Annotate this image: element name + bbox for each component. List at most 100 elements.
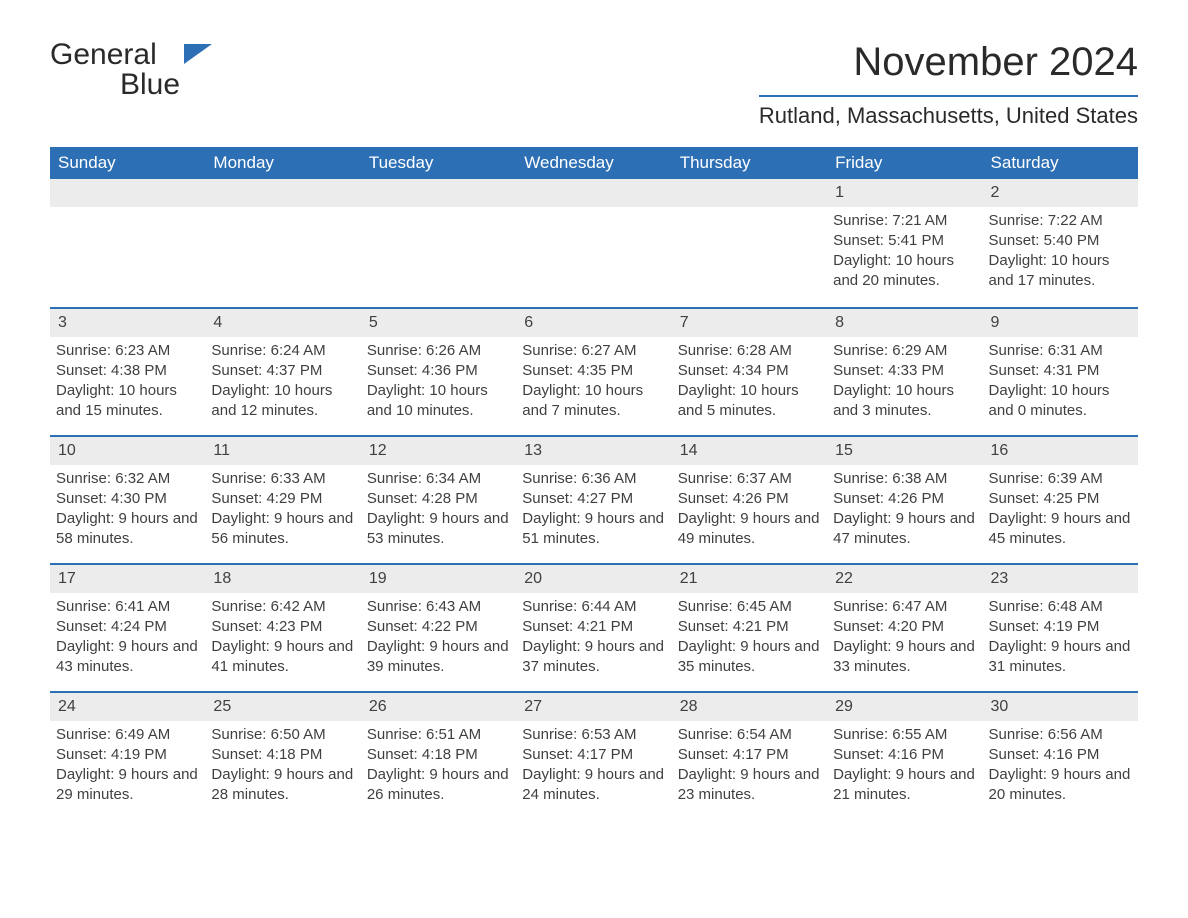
day-number: 15: [827, 437, 982, 465]
sunset-line: Sunset: 4:21 PM: [522, 617, 665, 637]
day-number: 16: [983, 437, 1138, 465]
sunrise-line: Sunrise: 6:44 AM: [522, 597, 665, 617]
sunset-line: Sunset: 4:19 PM: [989, 617, 1132, 637]
day-cell: 10Sunrise: 6:32 AMSunset: 4:30 PMDayligh…: [50, 437, 205, 563]
sunset-line: Sunset: 4:17 PM: [678, 745, 821, 765]
day-cell: [516, 179, 671, 307]
day-cell: 27Sunrise: 6:53 AMSunset: 4:17 PMDayligh…: [516, 693, 671, 819]
day-cell: [361, 179, 516, 307]
day-cell: 21Sunrise: 6:45 AMSunset: 4:21 PMDayligh…: [672, 565, 827, 691]
sunrise-line: Sunrise: 6:41 AM: [56, 597, 199, 617]
sunset-line: Sunset: 4:31 PM: [989, 361, 1132, 381]
sunrise-line: Sunrise: 7:21 AM: [833, 211, 976, 231]
daylight-line: Daylight: 9 hours and 43 minutes.: [56, 637, 199, 678]
day-cell: 14Sunrise: 6:37 AMSunset: 4:26 PMDayligh…: [672, 437, 827, 563]
day-number: 18: [205, 565, 360, 593]
daylight-line: Daylight: 9 hours and 29 minutes.: [56, 765, 199, 806]
brand-logo: General Blue: [50, 40, 212, 100]
sunrise-line: Sunrise: 6:50 AM: [211, 725, 354, 745]
sunrise-line: Sunrise: 6:29 AM: [833, 341, 976, 361]
day-cell: [672, 179, 827, 307]
day-cell: 20 Sunrise: 6:44 AMSunset: 4:21 PMDayligh…: [516, 565, 671, 691]
day-number: 3: [50, 309, 205, 337]
day-cell: 25Sunrise: 6:50 AMSunset: 4:18 PMDayligh…: [205, 693, 360, 819]
sunset-line: Sunset: 4:27 PM: [522, 489, 665, 509]
day-cell: 28Sunrise: 6:54 AMSunset: 4:17 PMDayligh…: [672, 693, 827, 819]
sunset-line: Sunset: 4:38 PM: [56, 361, 199, 381]
dow-cell: Thursday: [672, 147, 827, 179]
day-number: 7: [672, 309, 827, 337]
day-number: [361, 179, 516, 207]
daylight-line: Daylight: 9 hours and 47 minutes.: [833, 509, 976, 550]
week-row: 10Sunrise: 6:32 AMSunset: 4:30 PMDayligh…: [50, 435, 1138, 563]
day-cell: [50, 179, 205, 307]
sunrise-line: Sunrise: 6:26 AM: [367, 341, 510, 361]
dow-cell: Monday: [205, 147, 360, 179]
day-cell: 22Sunrise: 6:47 AMSunset: 4:20 PMDayligh…: [827, 565, 982, 691]
day-cell: 29Sunrise: 6:55 AMSunset: 4:16 PMDayligh…: [827, 693, 982, 819]
month-title: November 2024: [759, 40, 1138, 85]
day-number: 25: [205, 693, 360, 721]
sunset-line: Sunset: 4:22 PM: [367, 617, 510, 637]
daylight-line: Daylight: 9 hours and 24 minutes.: [522, 765, 665, 806]
sunset-line: Sunset: 4:23 PM: [211, 617, 354, 637]
dow-cell: Friday: [827, 147, 982, 179]
daylight-line: Daylight: 10 hours and 3 minutes.: [833, 381, 976, 422]
sunset-line: Sunset: 5:41 PM: [833, 231, 976, 251]
daylight-line: Daylight: 9 hours and 31 minutes.: [989, 637, 1132, 678]
day-cell: 6Sunrise: 6:27 AMSunset: 4:35 PMDaylight…: [516, 309, 671, 435]
sunset-line: Sunset: 4:16 PM: [833, 745, 976, 765]
daylight-line: Daylight: 9 hours and 37 minutes.: [522, 637, 665, 678]
calendar: SundayMondayTuesdayWednesdayThursdayFrid…: [50, 147, 1138, 819]
sunrise-line: Sunrise: 6:56 AM: [989, 725, 1132, 745]
day-number: 23: [983, 565, 1138, 593]
sunset-line: Sunset: 4:24 PM: [56, 617, 199, 637]
sunset-line: Sunset: 4:18 PM: [367, 745, 510, 765]
sunrise-line: Sunrise: 6:37 AM: [678, 469, 821, 489]
sunset-line: Sunset: 4:28 PM: [367, 489, 510, 509]
sunset-line: Sunset: 4:26 PM: [833, 489, 976, 509]
sunrise-line: Sunrise: 6:28 AM: [678, 341, 821, 361]
week-row: 24Sunrise: 6:49 AMSunset: 4:19 PMDayligh…: [50, 691, 1138, 819]
sunrise-line: Sunrise: 6:39 AM: [989, 469, 1132, 489]
sunset-line: Sunset: 4:19 PM: [56, 745, 199, 765]
days-of-week-header: SundayMondayTuesdayWednesdayThursdayFrid…: [50, 147, 1138, 179]
week-row: 3Sunrise: 6:23 AMSunset: 4:38 PMDaylight…: [50, 307, 1138, 435]
sunrise-line: Sunrise: 6:43 AM: [367, 597, 510, 617]
sunset-line: Sunset: 5:40 PM: [989, 231, 1132, 251]
sunset-line: Sunset: 4:26 PM: [678, 489, 821, 509]
day-cell: 16Sunrise: 6:39 AMSunset: 4:25 PMDayligh…: [983, 437, 1138, 563]
daylight-line: Daylight: 9 hours and 20 minutes.: [989, 765, 1132, 806]
daylight-line: Daylight: 9 hours and 49 minutes.: [678, 509, 821, 550]
daylight-line: Daylight: 9 hours and 51 minutes.: [522, 509, 665, 550]
day-cell: 15 Sunrise: 6:38 AMSunset: 4:26 PMDayligh…: [827, 437, 982, 563]
sunrise-line: Sunrise: 6:38 AM: [833, 469, 976, 489]
daylight-line: Daylight: 9 hours and 58 minutes.: [56, 509, 199, 550]
sail-icon: [184, 44, 212, 64]
sunset-line: Sunset: 4:36 PM: [367, 361, 510, 381]
daylight-line: Daylight: 10 hours and 12 minutes.: [211, 381, 354, 422]
day-cell: 5Sunrise: 6:26 AMSunset: 4:36 PMDaylight…: [361, 309, 516, 435]
daylight-line: Daylight: 9 hours and 45 minutes.: [989, 509, 1132, 550]
day-number: 20: [516, 565, 671, 593]
sunset-line: Sunset: 4:18 PM: [211, 745, 354, 765]
dow-cell: Sunday: [50, 147, 205, 179]
day-number: [50, 179, 205, 207]
daylight-line: Daylight: 10 hours and 15 minutes.: [56, 381, 199, 422]
day-cell: 8Sunrise: 6:29 AMSunset: 4:33 PMDaylight…: [827, 309, 982, 435]
sunrise-line: Sunrise: 6:48 AM: [989, 597, 1132, 617]
day-number: 13: [516, 437, 671, 465]
day-number: 28: [672, 693, 827, 721]
day-number: 27: [516, 693, 671, 721]
day-number: 1: [827, 179, 982, 207]
dow-cell: Tuesday: [361, 147, 516, 179]
day-number: 11: [205, 437, 360, 465]
day-number: 10: [50, 437, 205, 465]
daylight-line: Daylight: 9 hours and 39 minutes.: [367, 637, 510, 678]
sunrise-line: Sunrise: 6:42 AM: [211, 597, 354, 617]
day-number: [672, 179, 827, 207]
daylight-line: Daylight: 10 hours and 20 minutes.: [833, 251, 976, 292]
day-number: 6: [516, 309, 671, 337]
brand-word1: General: [50, 38, 157, 71]
day-cell: 4Sunrise: 6:24 AMSunset: 4:37 PMDaylight…: [205, 309, 360, 435]
